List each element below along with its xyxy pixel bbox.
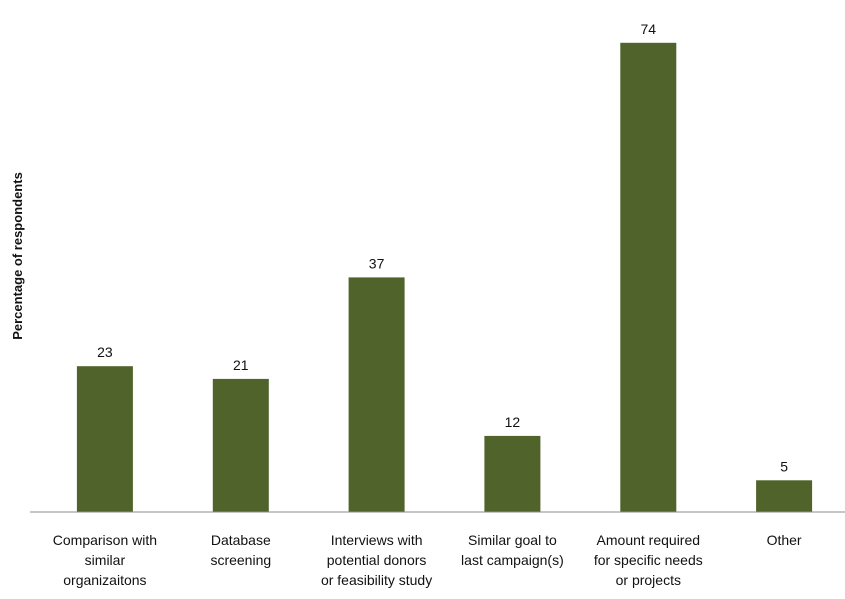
y-axis-label: Percentage of respondents <box>10 172 25 340</box>
x-tick-label-line: similar <box>85 552 126 568</box>
x-tick-label-line: or projects <box>616 572 681 588</box>
x-tick-label-line: Database <box>211 532 271 548</box>
x-tick-label: Other <box>767 532 802 548</box>
bar-value-label: 37 <box>369 255 385 271</box>
bar <box>756 480 813 512</box>
x-tick-label-line: Interviews with <box>331 532 423 548</box>
bar <box>212 378 269 512</box>
x-tick-label-line: Other <box>767 532 802 548</box>
bar <box>484 435 541 512</box>
bar <box>348 277 405 512</box>
bar <box>76 366 133 512</box>
x-tick-label-line: organizaitons <box>63 572 146 588</box>
x-tick-label-line: Similar goal to <box>468 532 557 548</box>
bar-value-label: 21 <box>233 357 249 373</box>
x-tick-label: Amount required for specific needs or proj… <box>594 532 703 588</box>
x-tick-label: Comparison with similar organizaitons <box>53 532 157 588</box>
x-tick-label-line: Comparison with <box>53 532 157 548</box>
bar-value-label: 12 <box>505 414 521 430</box>
x-tick-label: Interviews with potential donors or feasib… <box>321 532 432 588</box>
x-tick-label-line: Amount required <box>597 532 701 548</box>
bar-value-label: 23 <box>97 344 113 360</box>
x-tick-label: Database screening <box>210 532 271 568</box>
value-labels-layer: 23 21 37 12 74 5 <box>97 21 788 474</box>
x-tick-label: Similar goal to last campaign(s) <box>461 532 564 568</box>
bar <box>620 42 677 513</box>
x-tick-label-line: potential donors <box>327 552 427 568</box>
x-tick-label-line: last campaign(s) <box>461 552 564 568</box>
bar-value-label: 74 <box>641 21 657 37</box>
x-tick-label-line: screening <box>210 552 271 568</box>
bar-value-label: 5 <box>780 458 788 474</box>
x-tick-label-line: or feasibility study <box>321 572 432 588</box>
category-labels-layer: Comparison with similar organizaitons Datab… <box>53 532 802 588</box>
bars-layer <box>76 42 813 513</box>
x-tick-label-line: for specific needs <box>594 552 703 568</box>
